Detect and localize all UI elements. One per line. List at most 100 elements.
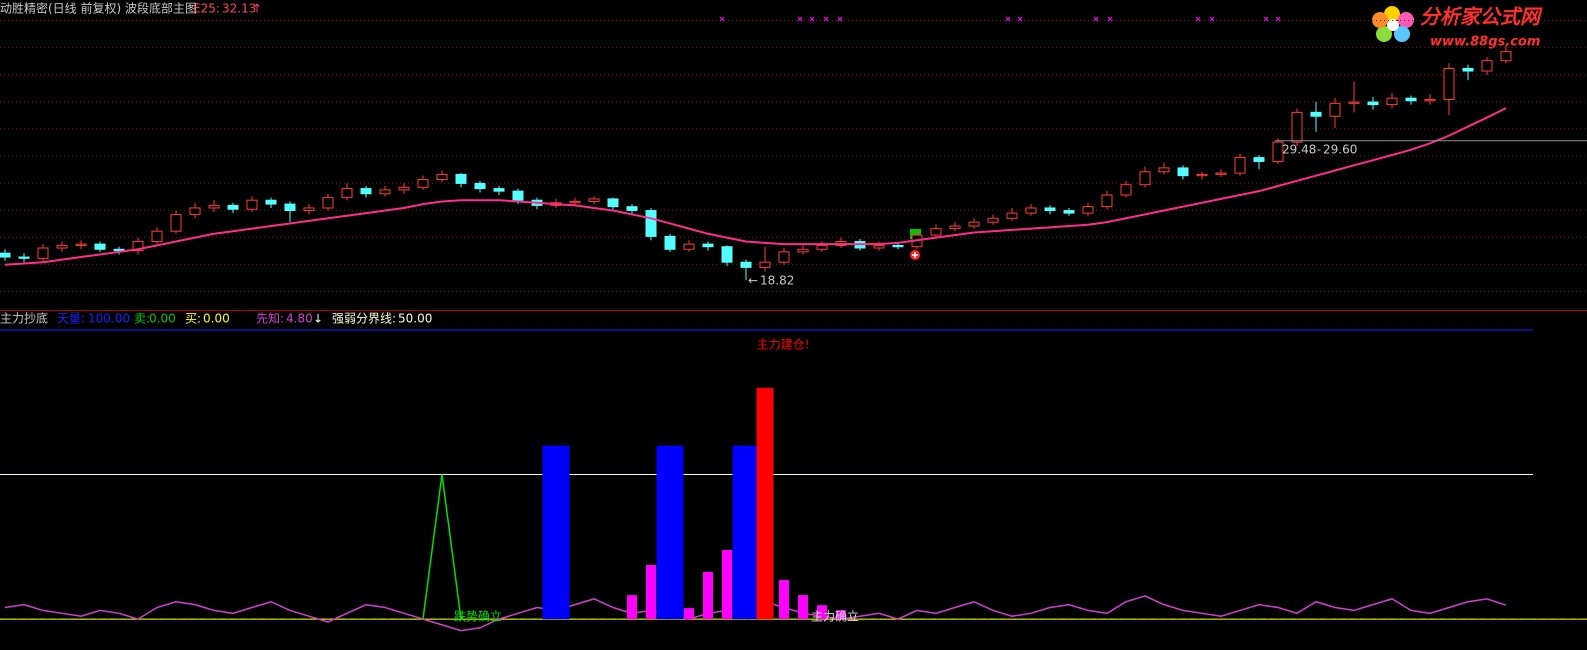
candle-body <box>1348 101 1360 104</box>
signal-box <box>910 229 921 239</box>
chart-title: 动胜精密(日线 前复权) 波段底部主图 <box>0 1 197 16</box>
candle-body <box>1082 206 1094 214</box>
series-label: 主力建仓! <box>757 338 810 352</box>
candle-body <box>664 235 676 250</box>
candle-body <box>227 204 239 210</box>
candle-body <box>341 188 353 199</box>
indicator-bar <box>542 445 570 620</box>
candle-body <box>683 243 695 250</box>
candle-body <box>474 182 486 190</box>
signal-x <box>1093 16 1099 22</box>
signal-x <box>1107 16 1113 22</box>
candle-body <box>37 247 49 259</box>
signal-x <box>719 16 725 22</box>
candle-body <box>113 248 125 252</box>
legend-value: 0.00 <box>149 312 176 326</box>
candle-body <box>588 198 600 203</box>
candle-body <box>436 173 448 181</box>
candle-body <box>1424 98 1436 102</box>
candle-body <box>322 197 334 209</box>
candle-body <box>75 243 87 246</box>
candle-body <box>949 225 961 230</box>
candle-body <box>626 206 638 212</box>
indicator-bar <box>798 595 808 620</box>
indicator-bar <box>756 387 774 620</box>
candle-body <box>968 221 980 227</box>
legend-value: 100.00 <box>88 312 130 326</box>
candle-body <box>189 207 201 215</box>
candle-body <box>1253 157 1265 162</box>
candle-body <box>284 203 296 212</box>
candle-body <box>1462 67 1474 72</box>
indicator-bar <box>817 605 827 620</box>
signal-x <box>823 16 829 22</box>
signal-x <box>797 16 803 22</box>
low-label: 18.82 <box>760 274 794 288</box>
candle-body <box>512 190 524 201</box>
indicator-bar <box>646 565 656 620</box>
indicator-bar <box>732 445 760 620</box>
legend-value: 50.00 <box>398 312 432 326</box>
candle-body <box>702 243 714 248</box>
candle-body <box>1006 212 1018 219</box>
candle-body <box>265 199 277 205</box>
logo-petal <box>1398 12 1414 28</box>
series-label: 主力确立 <box>811 609 859 624</box>
candle-body <box>987 217 999 223</box>
candle-body <box>607 198 619 208</box>
ma-trend: ↑ <box>252 2 262 16</box>
candle-body <box>1120 184 1132 196</box>
indicator-bar <box>722 549 732 620</box>
candle-body <box>1310 111 1322 117</box>
logo-name: 分析家公式网 <box>1420 5 1543 29</box>
signal-x <box>809 16 815 22</box>
candle-body <box>1367 101 1379 106</box>
signal-x <box>1017 16 1023 22</box>
range-low: 29.48 <box>1282 142 1316 156</box>
series-label: 跌势确立 <box>454 609 502 624</box>
candle-body <box>455 173 467 184</box>
candle-body <box>18 256 30 259</box>
logo-url: www.88gs.com <box>1430 35 1540 50</box>
candle-body <box>1443 67 1455 100</box>
candle-body <box>208 204 220 209</box>
candle-body <box>1272 141 1284 162</box>
candle-body <box>797 248 809 253</box>
candle-body <box>1215 172 1227 175</box>
signal-x <box>1275 16 1281 22</box>
candle-body <box>1044 207 1056 212</box>
candle-body <box>151 230 163 243</box>
candle-body <box>1063 210 1075 214</box>
indicator-bar <box>684 608 694 620</box>
legend-name: 卖: <box>134 312 150 326</box>
indicator-bar <box>779 580 789 620</box>
candle-body <box>493 188 505 192</box>
logo: 分析家公式网 www.88gs.com <box>1372 5 1543 50</box>
candle-body <box>417 179 429 188</box>
signal-cross <box>912 252 918 258</box>
ma-value: 32.13 <box>222 2 256 16</box>
candle-body <box>398 186 410 191</box>
low-arrow: ← <box>748 274 758 288</box>
candle-body <box>1500 51 1512 62</box>
candle-body <box>740 261 752 268</box>
candle-body <box>721 246 733 263</box>
candle-body <box>569 201 581 204</box>
legend-name: 天量: <box>57 312 85 326</box>
legend-name: 买: <box>185 312 201 326</box>
ma-line <box>4 107 1507 266</box>
candle-body <box>379 189 391 195</box>
signal-x <box>837 16 843 22</box>
candle-body <box>1386 97 1398 106</box>
legend-value: 0.00 <box>203 312 230 326</box>
candle-body <box>1405 97 1417 102</box>
range-sep: - <box>1313 142 1325 156</box>
candle-body <box>1291 111 1303 143</box>
candle-body <box>360 188 372 195</box>
legend-trend: ↓ <box>313 312 323 326</box>
candle-body <box>1196 173 1208 177</box>
candle-body <box>94 243 106 250</box>
signal-x <box>1005 16 1011 22</box>
